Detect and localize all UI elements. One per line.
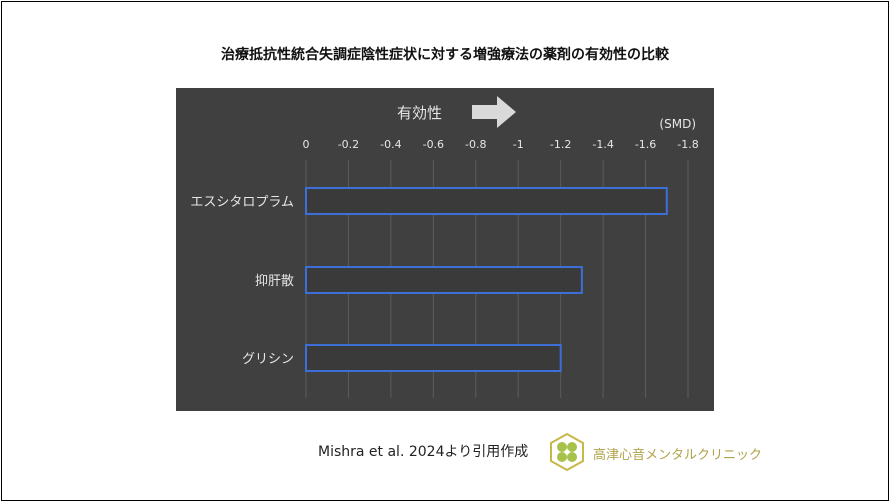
category-label: エスシタロプラム bbox=[190, 195, 294, 210]
bar bbox=[305, 344, 562, 372]
unit-label: (SMD) bbox=[659, 117, 696, 131]
x-tick-label: -1.6 bbox=[635, 138, 656, 151]
direction-label: 有効性 bbox=[397, 104, 442, 122]
x-tick-label: -0.4 bbox=[380, 138, 401, 151]
x-tick-label: -0.8 bbox=[465, 138, 486, 151]
page-title: 治療抵抗性統合失調症陰性症状に対する増強療法の薬剤の有効性の比較 bbox=[221, 47, 669, 63]
x-tick-label: -1.2 bbox=[550, 138, 571, 151]
bar bbox=[305, 266, 583, 294]
category-label: グリシン bbox=[242, 352, 294, 367]
x-tick-labels: 0 -0.2 -0.4 -0.6 -0.8 -1 -1.2 -1.4 -1.6 -1.8 bbox=[303, 138, 699, 151]
clover-hexagon-logo bbox=[550, 432, 584, 472]
clinic-name: 高津心音メンタルクリニック bbox=[593, 448, 763, 463]
source-citation: Mishra et al. 2024より引用作成 bbox=[318, 444, 529, 460]
bars bbox=[305, 187, 668, 372]
x-tick-label: -0.6 bbox=[423, 138, 444, 151]
x-tick-label: -1.4 bbox=[592, 138, 613, 151]
x-tick-label: -1.8 bbox=[677, 138, 698, 151]
right-arrow-icon bbox=[472, 96, 516, 128]
bar bbox=[305, 187, 668, 215]
x-tick-label: -0.2 bbox=[338, 138, 359, 151]
x-tick-label: -1 bbox=[513, 138, 524, 151]
x-tick-label: 0 bbox=[303, 138, 310, 151]
category-label: 抑肝散 bbox=[255, 274, 294, 289]
